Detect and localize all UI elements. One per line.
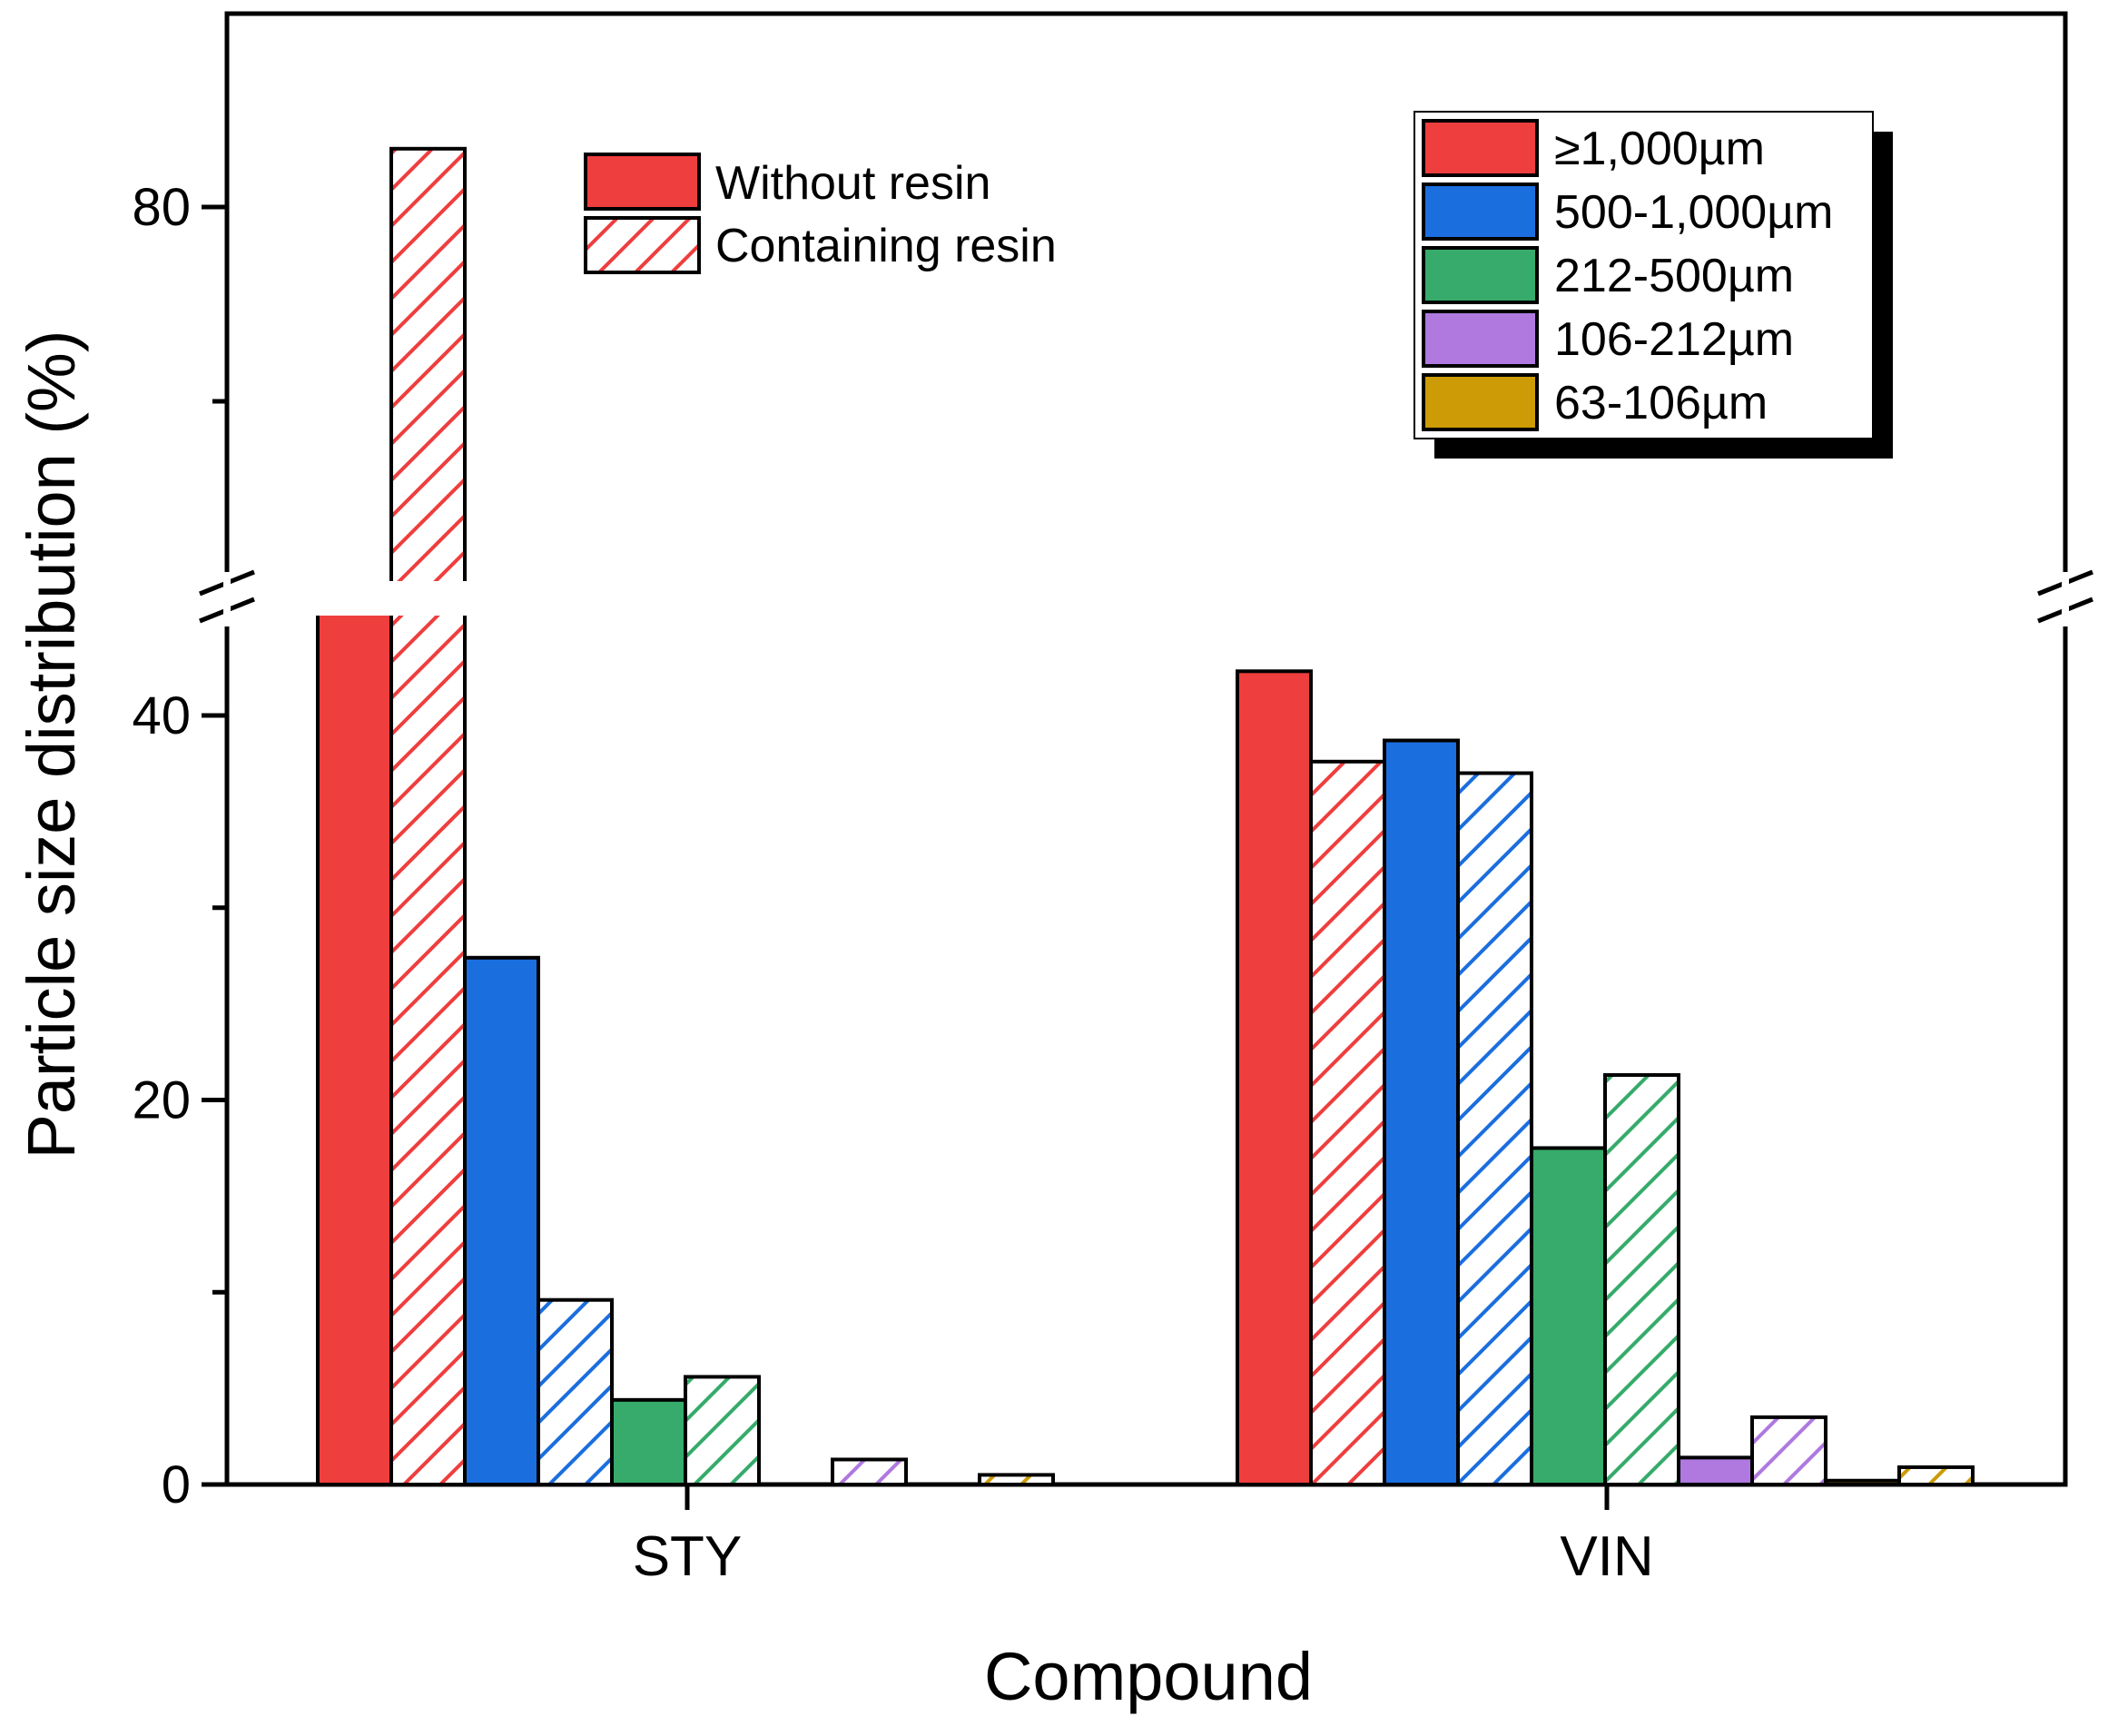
y-tick-label-0: 0	[162, 1455, 191, 1514]
bar-vin-0-containing-resin	[1309, 759, 1386, 1486]
x-tick-label-sty: STY	[633, 1525, 743, 1588]
legend-swatch-1	[1422, 182, 1539, 241]
y-tick-label-40: 40	[132, 686, 191, 745]
y-axis-ticks: 0 20 40 80	[132, 178, 227, 1514]
bar-sty-4-containing-resin	[978, 1473, 1055, 1486]
legend-label-0: ≥1,000µm	[1554, 123, 1765, 175]
y-tick-label-80: 80	[132, 178, 191, 237]
axis-break-gap	[182, 581, 2108, 616]
x-axis-title: Compound	[984, 1639, 1313, 1714]
bar-sty-3-containing-resin	[831, 1457, 908, 1487]
plot-border	[224, 11, 2068, 1487]
legend-fill-type: Without resin Containing resin	[584, 153, 1057, 274]
bar-sty-1-containing-resin	[537, 1297, 614, 1486]
bar-vin-2-containing-resin	[1603, 1072, 1680, 1487]
legend-size-range: ≥1,000µm 500-1,000µm 212-500µm 106-212µm 63-…	[1414, 111, 1893, 459]
legend-label-4: 63-106µm	[1554, 377, 1768, 429]
legend-swatch-0	[1422, 119, 1539, 177]
legend-label-2: 212-500µm	[1554, 250, 1794, 302]
bar-vin-0-without-resin	[1236, 669, 1313, 1486]
legend-swatch-containing-resin	[584, 216, 701, 274]
legend-swatch-3	[1422, 310, 1539, 368]
bar-sty-1-without-resin	[463, 955, 540, 1487]
legend-swatch-2	[1422, 246, 1539, 304]
bar-sty-0-without-resin	[316, 584, 393, 1486]
bar-vin-1-containing-resin	[1456, 771, 1533, 1486]
bar-sty-0-containing-resin	[389, 146, 467, 1486]
x-axis-ticks: STY VIN	[633, 1484, 1654, 1588]
legend-swatch-without-resin	[584, 153, 701, 211]
legend-swatch-4	[1422, 373, 1539, 431]
bar-vin-4-without-resin	[1824, 1478, 1901, 1487]
legend-label-3: 106-212µm	[1554, 313, 1794, 366]
bar-vin-3-containing-resin	[1750, 1415, 1827, 1486]
bar-sty-2-without-resin	[610, 1397, 687, 1486]
bar-vin-4-containing-resin	[1897, 1465, 1975, 1487]
bar-vin-2-without-resin	[1530, 1146, 1607, 1486]
legend-label-1: 500-1,000µm	[1554, 186, 1833, 239]
legend-label-containing-resin: Containing resin	[715, 220, 1057, 272]
legend-label-without-resin: Without resin	[715, 157, 990, 210]
y-tick-label-20: 20	[132, 1071, 191, 1130]
x-tick-label-vin: VIN	[1560, 1525, 1653, 1588]
bar-sty-2-containing-resin	[684, 1375, 761, 1487]
bar-vin-1-without-resin	[1383, 738, 1460, 1486]
bar-vin-3-without-resin	[1677, 1455, 1754, 1486]
plot-frame	[224, 11, 2068, 1487]
axis-break	[182, 569, 2108, 626]
y-axis-title: Particle size distribution (%)	[14, 330, 89, 1159]
